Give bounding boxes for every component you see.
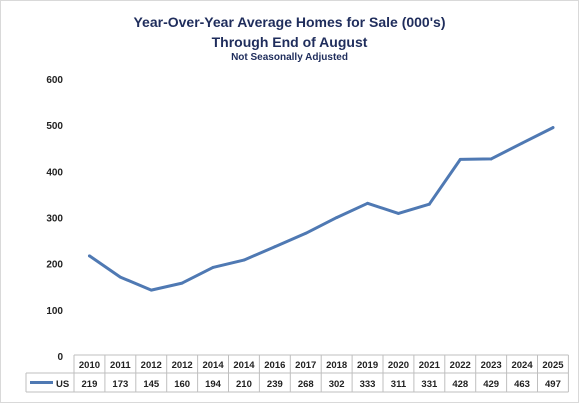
data-point-us [180,281,184,285]
data-table-value: 429 [483,379,499,390]
data-point-us [489,157,493,161]
data-point-us [118,275,122,279]
y-tick-label: 600 [46,75,63,86]
data-point-us [427,202,431,206]
x-category-label: 2012 [172,360,193,371]
series-line-us [88,126,555,292]
chart-note: Not Seasonally Adjusted [231,52,348,63]
x-category-label: 2014 [233,360,255,371]
data-point-us [335,216,339,219]
data-table-value: 428 [452,379,468,390]
x-category-label: 2020 [388,360,409,371]
x-category-label: 2025 [542,360,564,371]
y-tick-label: 200 [46,260,63,271]
data-point-us [366,201,369,205]
data-table-value: 173 [112,379,128,390]
x-category-label: 2021 [419,360,441,371]
y-tick-label: 300 [46,214,63,225]
x-category-label: 2019 [357,360,378,371]
data-table-value: 268 [298,379,314,390]
data-point-us [458,158,462,161]
data-point-us [88,254,91,258]
data-table-value: 311 [391,379,407,390]
data-table-value: 160 [174,379,190,390]
x-category-label: 2012 [141,360,162,371]
x-category-label: 2017 [295,360,316,371]
y-tick-label: 500 [46,121,63,132]
chart-title: Year-Over-Year Average Homes for Sale (0… [133,14,446,30]
data-table-value: 145 [143,379,160,390]
chart-subtitle: Through End of August [211,34,368,50]
data-table-value: 333 [360,379,376,390]
data-point-us [520,141,524,145]
x-category-label: 2016 [264,360,285,371]
y-tick-label: 100 [46,306,63,317]
data-table-value: 210 [236,379,252,390]
x-category-label: 2022 [450,360,471,371]
y-tick-label: 0 [57,352,63,363]
x-category-label: 2024 [511,360,533,371]
data-point-us [211,266,215,269]
data-point-us [304,231,308,235]
data-table-value: 497 [545,379,561,390]
data-point-us [149,288,153,292]
x-category-label: 2014 [202,360,224,371]
data-table-value: 239 [267,379,283,390]
data-point-us [397,212,400,215]
data-point-us [273,245,277,249]
x-category-label: 2011 [110,360,131,371]
legend-label-us: US [56,379,69,390]
x-category-label: 2010 [79,360,100,371]
x-category-label: 2018 [326,360,347,371]
y-tick-label: 400 [46,167,63,178]
data-point-us [551,126,555,129]
data-table-value: 219 [82,379,98,390]
data-table-value: 302 [329,379,345,390]
data-table-value: 194 [205,379,222,390]
data-table-value: 331 [421,379,438,390]
x-category-label: 2023 [481,360,502,371]
data-point-us [242,258,246,262]
data-table-value: 463 [514,379,530,390]
